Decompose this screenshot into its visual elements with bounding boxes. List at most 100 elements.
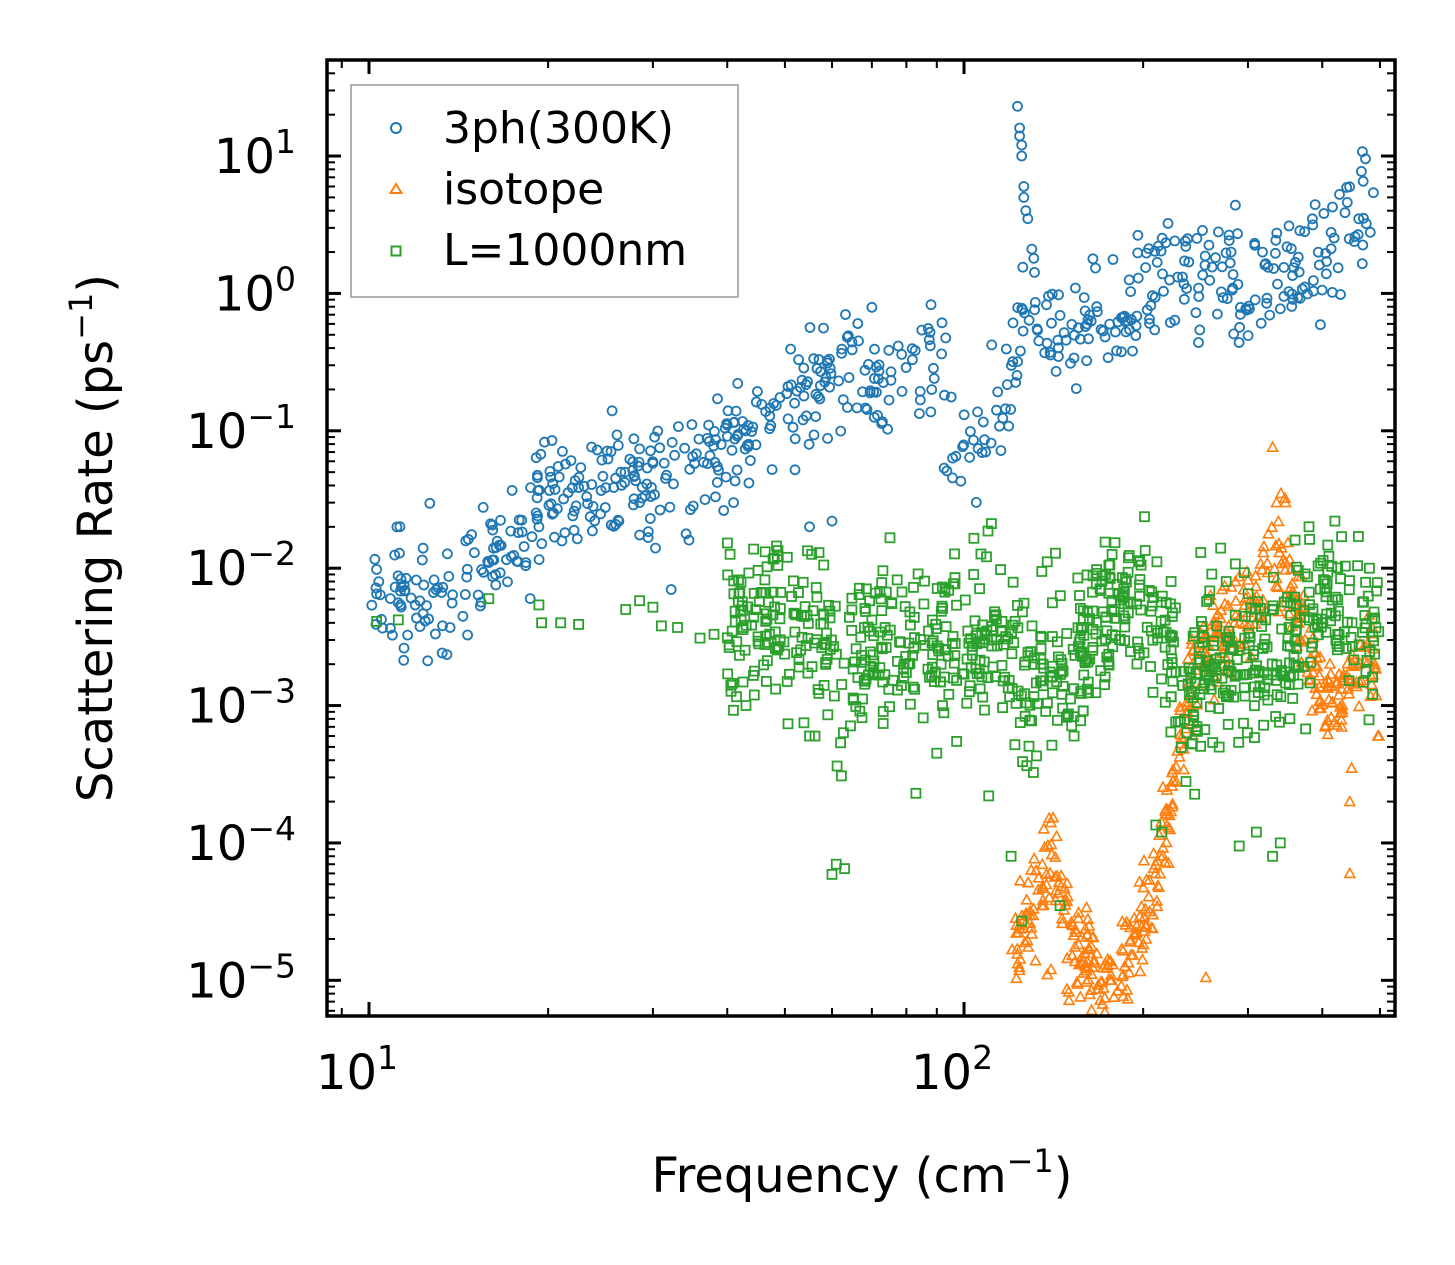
data-point [1083,333,1094,345]
data-point [995,564,1006,575]
data-point [813,547,825,558]
data-point [1336,671,1350,683]
data-point [1081,972,1095,985]
data-point [925,406,937,418]
data-point [395,573,407,585]
data-point [703,419,714,431]
data-point [935,676,946,688]
data-point [1294,225,1306,237]
data-point [903,637,915,649]
data-point [1308,275,1319,287]
data-point [1372,729,1386,741]
data-point [931,747,943,759]
data-point [1077,966,1090,978]
data-point [759,574,771,586]
data-point [1232,278,1244,290]
x-tick-labels: 101 102 [316,1038,993,1101]
data-point [1041,299,1052,311]
data-point [1156,673,1167,685]
data-point [645,491,657,502]
data-point [1255,317,1267,329]
data-point [1194,657,1206,668]
data-point [737,596,748,608]
data-point [1128,927,1141,939]
data-point [1211,675,1225,687]
data-point [644,513,656,524]
data-point [1352,699,1366,712]
y-axis-title-end: ) [68,274,124,293]
data-point [940,332,952,344]
data-point [1337,667,1350,680]
data-point [1230,558,1241,570]
x-axis-title-sup: −1 [1007,1142,1054,1180]
legend-marker-isotope [388,182,404,194]
data-point [1109,612,1121,624]
data-point [1309,199,1321,211]
data-point [810,582,822,593]
data-point [1005,850,1017,862]
data-point [1356,165,1367,177]
data-point [866,301,878,313]
data-point [727,678,738,689]
data-point [1306,630,1320,643]
data-point [1285,610,1297,621]
data-point [414,621,426,632]
data-point [1103,973,1117,986]
y-axis-title-text: Scattering Rate (ps [68,340,124,802]
data-point [1189,788,1201,800]
data-point [1142,890,1156,902]
y-tick-label: 100 [214,259,296,322]
data-point [666,436,678,448]
data-point [950,450,962,462]
data-point [873,365,885,377]
data-point [1325,243,1337,255]
data-point [1104,968,1118,980]
data-point [1301,665,1314,678]
data-point [885,374,897,386]
data-point [599,502,611,513]
data-point [1119,621,1131,633]
data-point [392,614,404,626]
data-point [1003,420,1015,432]
data-point [1175,742,1187,753]
data-point [1095,665,1107,676]
data-point [1010,971,1023,984]
data-point [1070,282,1081,294]
data-point [1228,644,1239,655]
data-point [495,540,507,551]
data-point [1016,139,1028,151]
data-point [654,442,666,454]
data-point [1119,316,1131,328]
data-point [1356,258,1368,270]
data-point [1020,893,1034,905]
plot-frame [325,58,1397,1018]
data-point [1216,286,1227,298]
data-point [1011,369,1023,381]
series-3ph-300k- [366,100,1379,667]
data-point [873,669,885,681]
data-point [1365,677,1379,690]
data-point [820,659,831,670]
data-point [868,411,880,423]
data-point [1220,247,1232,259]
data-point [867,649,879,661]
data-point [487,524,499,536]
data-point [828,641,840,652]
data-point [1302,571,1313,583]
data-point [483,593,495,605]
data-point [1044,837,1058,850]
data-point [673,421,684,433]
data-point [642,526,654,538]
data-point [687,451,699,462]
data-point [371,616,383,627]
data-point [612,439,624,451]
data-point [1010,942,1024,954]
data-point [1287,693,1299,704]
data-point [1360,666,1372,677]
data-point [854,705,866,717]
data-point [1170,716,1182,728]
data-point [798,362,810,374]
data-point [1332,262,1344,274]
data-point [1270,234,1282,246]
data-point [1203,594,1215,605]
